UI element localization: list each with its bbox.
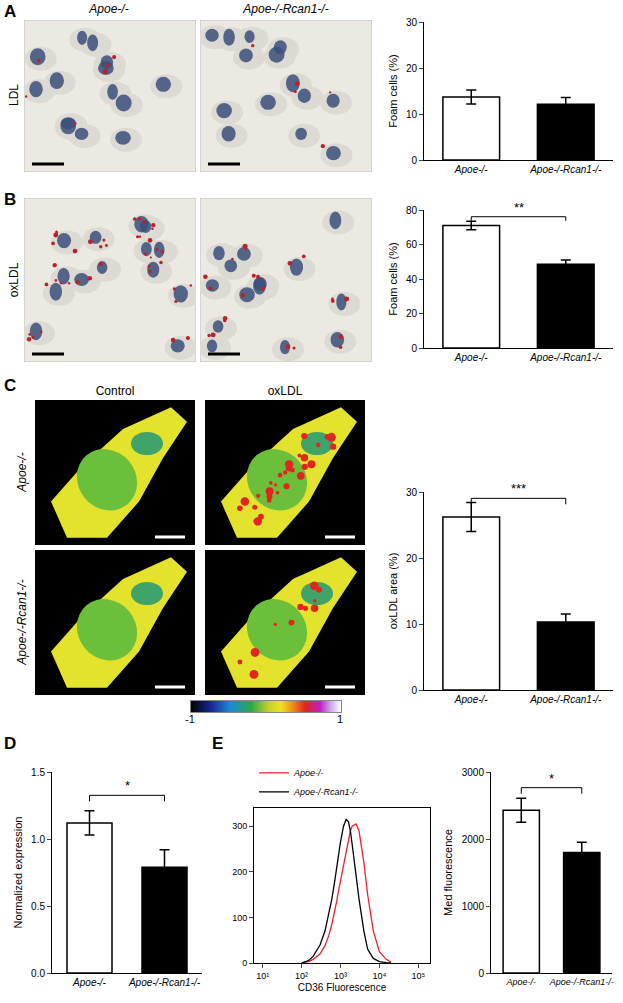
svg-text:1.5: 1.5	[31, 767, 45, 778]
html-text:1: 1	[336, 713, 344, 725]
svg-text:Apoe-/-Rcan1-/-: Apoe-/-Rcan1-/-	[529, 164, 602, 175]
html-text:Control: Control	[95, 384, 135, 398]
html-text:-1: -1	[185, 713, 195, 725]
svg-text:Normalized expression: Normalized expression	[12, 817, 24, 929]
svg-text:0: 0	[242, 958, 247, 968]
svg-text:20: 20	[406, 308, 418, 319]
html-text:A: A	[4, 2, 17, 21]
svg-text:10²: 10²	[295, 971, 308, 981]
svg-text:20: 20	[406, 553, 418, 564]
html-text:C: C	[4, 376, 17, 395]
html-text:B: B	[4, 190, 17, 209]
svg-text:oxLDL area (%): oxLDL area (%)	[387, 553, 399, 630]
svg-text:Foam cells (%): Foam cells (%)	[387, 242, 399, 315]
svg-text:Apoe-/-Rcan1-/-: Apoe-/-Rcan1-/-	[549, 977, 614, 987]
svg-text:1000: 1000	[462, 901, 485, 912]
html-text:oxLDL: oxLDL	[7, 262, 21, 298]
svg-text:40: 40	[406, 274, 418, 285]
svg-text:10¹: 10¹	[256, 971, 269, 981]
svg-text:1.0: 1.0	[31, 834, 45, 845]
svg-text:Apoe-/-Rcan1-/-: Apoe-/-Rcan1-/-	[128, 977, 201, 988]
svg-text:30: 30	[406, 487, 418, 498]
svg-text:60: 60	[406, 239, 418, 250]
html-text:oxLDL: oxLDL	[267, 384, 303, 398]
svg-text:Apoe-/-: Apoe-/-	[72, 977, 106, 988]
svg-text:Apoe-/-: Apoe-/-	[454, 164, 488, 175]
svg-text:0: 0	[478, 968, 484, 979]
svg-text:0: 0	[411, 155, 417, 166]
svg-text:Apoe-/-: Apoe-/-	[454, 352, 488, 363]
svg-text:Apoe-/-: Apoe-/-	[505, 977, 536, 987]
svg-text:0.0: 0.0	[31, 968, 45, 979]
svg-text:*: *	[125, 778, 130, 793]
svg-text:Foam cells (%): Foam cells (%)	[387, 54, 399, 127]
svg-text:Apoe-/-: Apoe-/-	[293, 768, 324, 778]
html-text:Apoe-/-Rcan1-/-: Apoe-/-Rcan1-/-	[15, 579, 29, 665]
svg-text:0: 0	[411, 343, 417, 354]
html-text:Apoe-/-: Apoe-/-	[89, 2, 129, 16]
html-text:LDL: LDL	[7, 84, 21, 106]
svg-text:10³: 10³	[334, 971, 347, 981]
svg-text:***: ***	[511, 481, 526, 496]
svg-text:10⁴: 10⁴	[372, 971, 386, 981]
svg-text:10⁵: 10⁵	[411, 971, 425, 981]
svg-text:0.5: 0.5	[31, 901, 45, 912]
svg-text:30: 30	[406, 17, 418, 28]
svg-text:**: **	[514, 200, 524, 215]
svg-text:20: 20	[406, 63, 418, 74]
svg-text:Apoe-/-: Apoe-/-	[454, 694, 488, 705]
svg-text:CD36 Fluorescence: CD36 Fluorescence	[298, 982, 387, 993]
svg-text:Apoe-/-Rcan1-/-: Apoe-/-Rcan1-/-	[529, 694, 602, 705]
svg-text:10: 10	[406, 619, 418, 630]
html-text:E: E	[212, 734, 224, 753]
svg-text:0: 0	[411, 685, 417, 696]
html-text:Apoe-/-: Apoe-/-	[15, 452, 29, 492]
svg-text:200: 200	[232, 867, 247, 877]
html-text:D: D	[4, 734, 17, 753]
svg-text:100: 100	[232, 913, 247, 923]
svg-text:10: 10	[406, 109, 418, 120]
svg-text:80: 80	[406, 205, 418, 216]
svg-text:3000: 3000	[462, 767, 485, 778]
svg-text:Med fluorescence: Med fluorescence	[442, 829, 454, 916]
svg-text:2000: 2000	[462, 834, 485, 845]
svg-text:Apoe-/-Rcan1-/-: Apoe-/-Rcan1-/-	[529, 352, 602, 363]
svg-text:*: *	[549, 771, 554, 786]
svg-text:300: 300	[232, 821, 247, 831]
html-text:Apoe-/-Rcan1-/-: Apoe-/-Rcan1-/-	[243, 2, 329, 16]
svg-text:Apoe-/-Rcan1-/-: Apoe-/-Rcan1-/-	[293, 787, 358, 797]
